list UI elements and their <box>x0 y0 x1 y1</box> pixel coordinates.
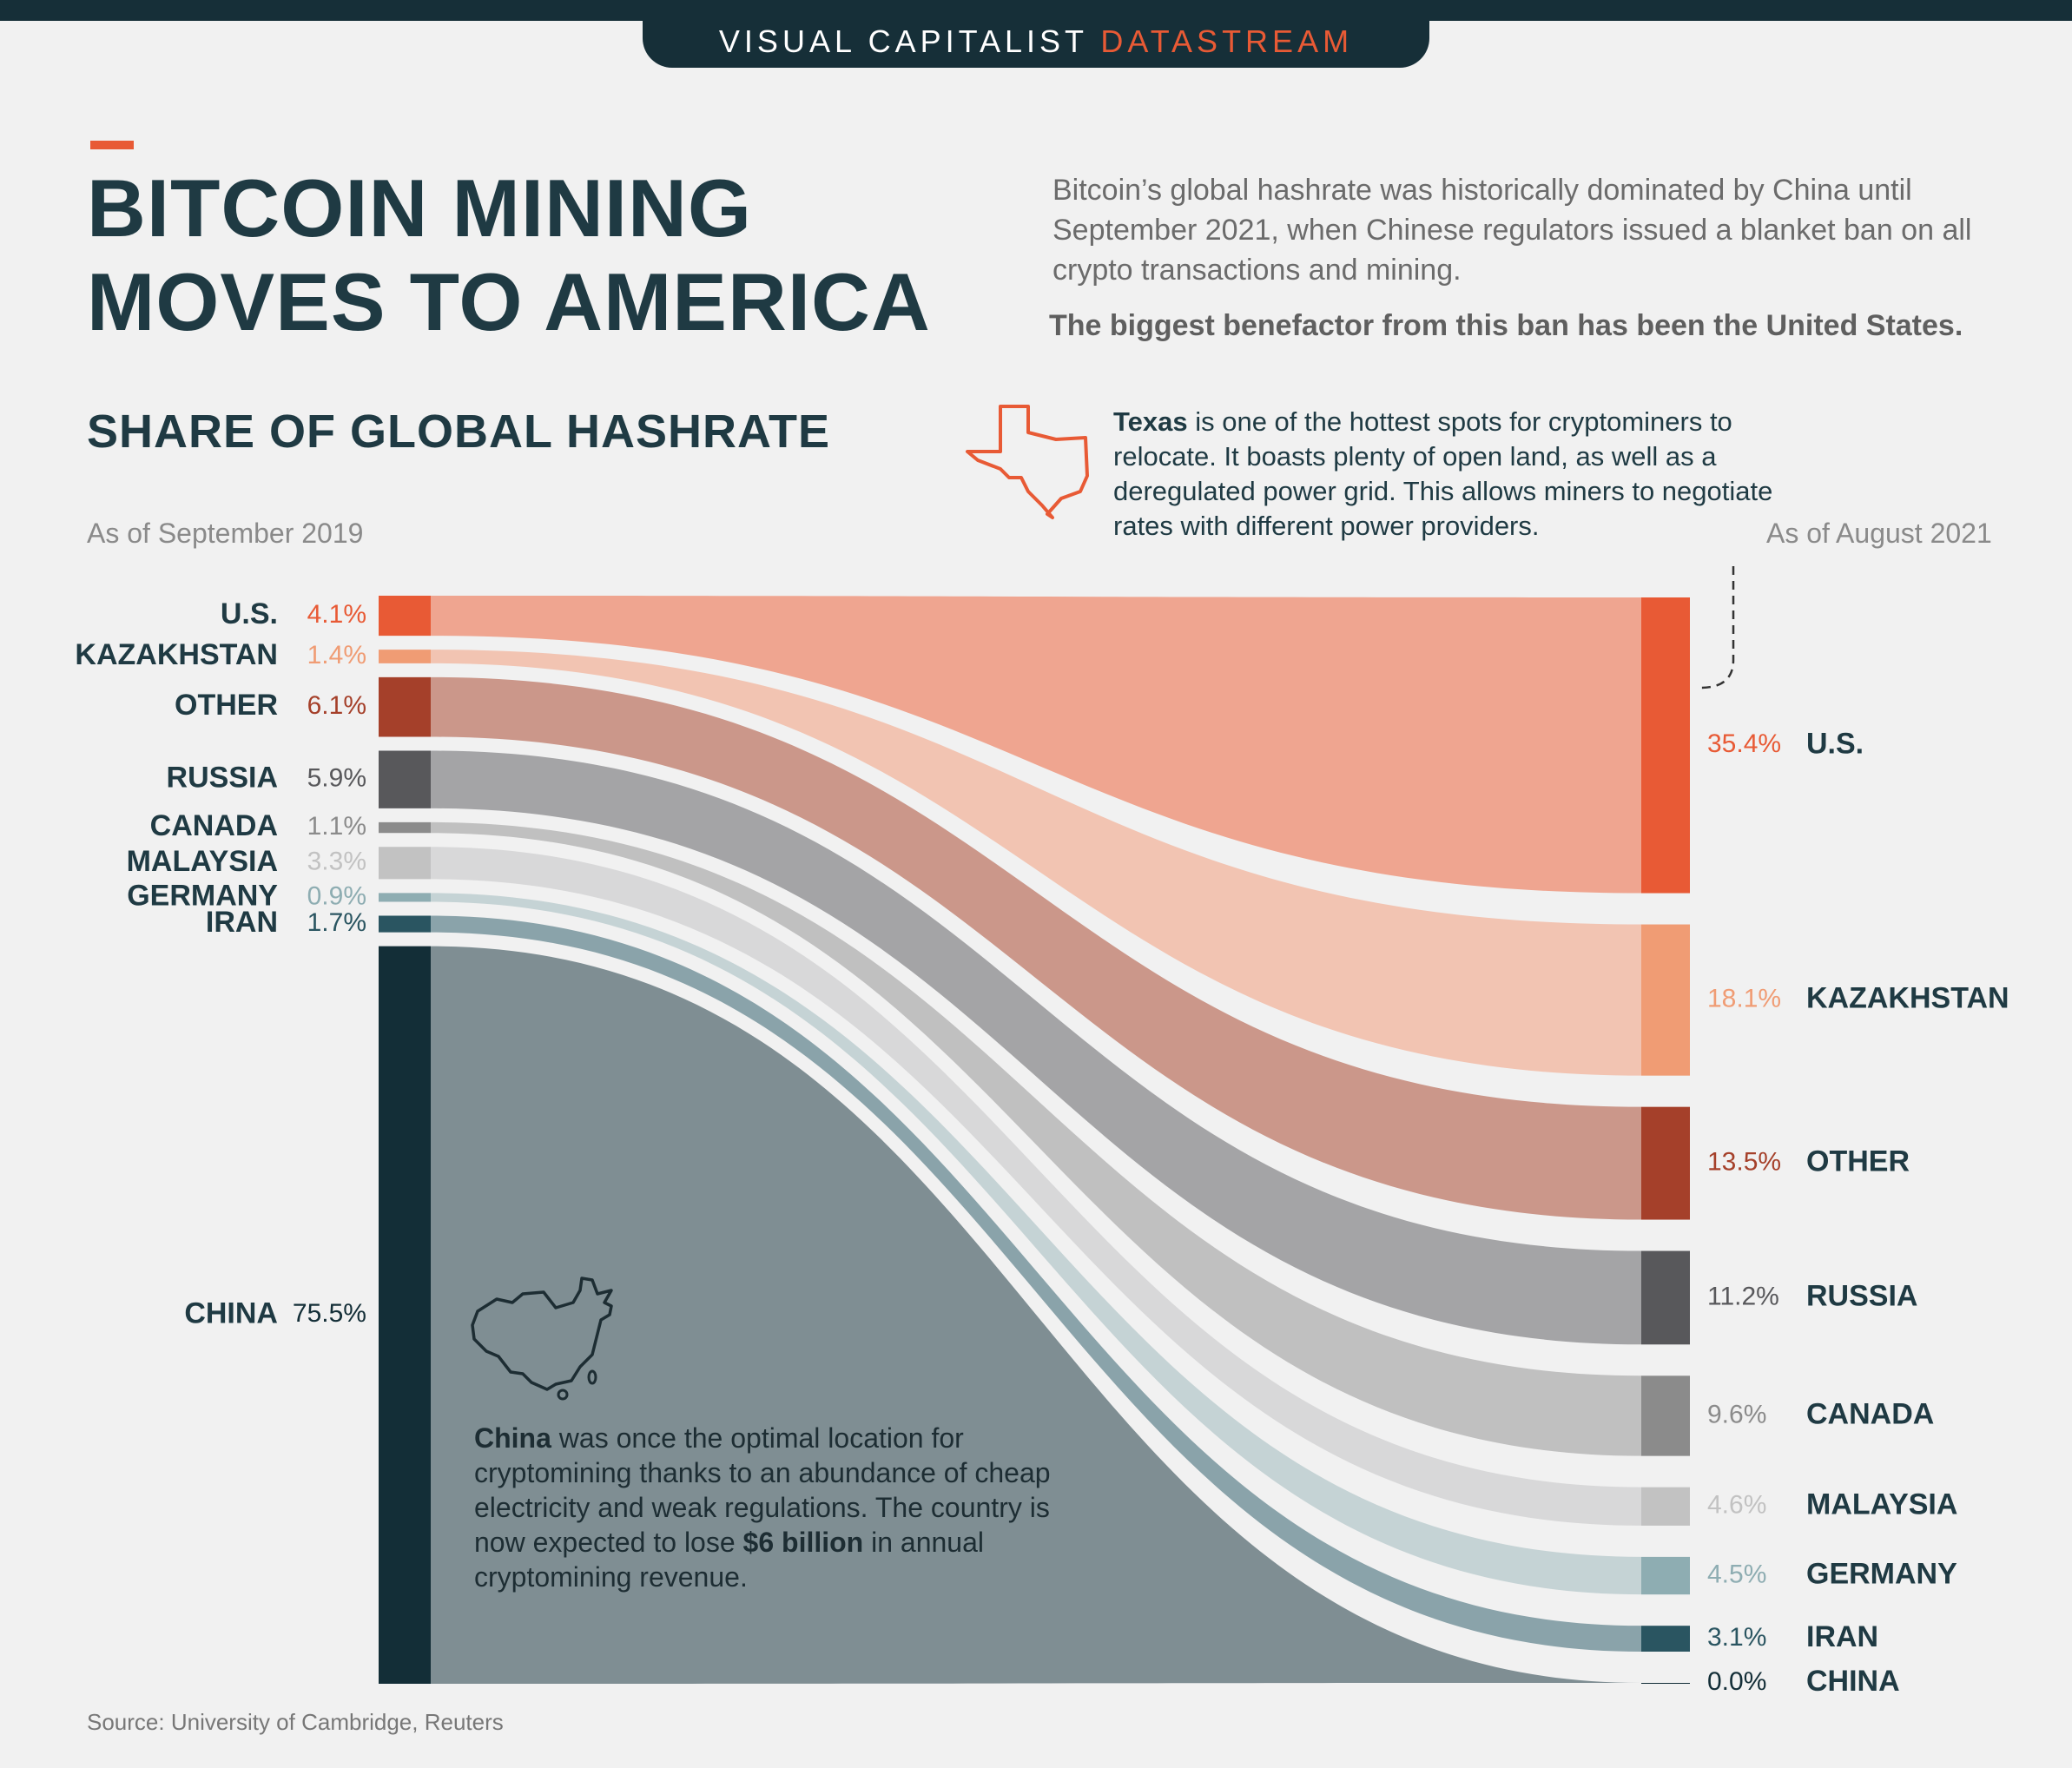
intro-text: Bitcoin’s global hashrate was historical… <box>1052 174 1972 287</box>
left-value-canada: 1.1% <box>307 812 366 841</box>
flow-band-kazakhstan <box>431 650 1641 1076</box>
left-name-china: CHINA <box>184 1296 278 1329</box>
right-name-germany: GERMANY <box>1806 1558 1957 1591</box>
china-annotation-bold: China <box>474 1422 551 1454</box>
intro-bold-text: The biggest benefactor from this ban has… <box>1049 309 1963 342</box>
flow-band-china <box>431 946 1641 1684</box>
right-value-u-s: 35.4% <box>1707 729 1781 758</box>
china-annotation: China was once the optimal location for … <box>474 1421 1082 1594</box>
texas-annotation: Texas is one of the hottest spots for cr… <box>1113 405 1773 544</box>
left-name-canada: CANADA <box>150 809 278 842</box>
left-value-u-s: 4.1% <box>307 600 366 629</box>
right-name-iran: IRAN <box>1806 1620 1878 1653</box>
left-bar-malaysia <box>379 847 431 880</box>
china-annotation-bold-2: $6 billion <box>742 1527 864 1558</box>
right-bar-other <box>1641 1106 1690 1220</box>
brand-tab: VISUAL CAPITALIST DATASTREAM <box>643 0 1429 68</box>
source-note: Source: University of Cambridge, Reuters <box>87 1709 504 1735</box>
left-bar-kazakhstan <box>379 650 431 663</box>
china-outline-icon <box>471 1277 613 1391</box>
flow-band-malaysia <box>431 847 1641 1526</box>
right-bar-malaysia <box>1641 1487 1690 1526</box>
flow-band-other <box>431 676 1641 1220</box>
left-bar-canada <box>379 821 431 834</box>
right-name-russia: RUSSIA <box>1806 1279 1917 1312</box>
chart-title: SHARE OF GLOBAL HASHRATE <box>87 406 831 458</box>
left-date-label: As of September 2019 <box>87 518 364 549</box>
texas-annotation-text: is one of the hottest spots for cryptomi… <box>1113 406 1773 541</box>
brand-accent: DATASTREAM <box>1100 23 1354 59</box>
title-line-1: BITCOIN MINING <box>87 162 752 254</box>
node-labels: U.S. 4.1% 35.4% U.S. KAZAKHSTAN 1.4% 18.1% KAZA… <box>75 597 2009 1698</box>
title-line-2: MOVES TO AMERICA <box>87 256 931 347</box>
right-date-label: As of August 2021 <box>1766 518 1992 549</box>
left-name-iran: IRAN <box>206 906 278 939</box>
flow-band-russia <box>431 750 1641 1345</box>
page-title: BITCOIN MINING MOVES TO AMERICA <box>87 162 931 349</box>
left-value-iran: 1.7% <box>307 908 366 937</box>
left-value-germany: 0.9% <box>307 881 366 910</box>
texas-annotation-bold: Texas <box>1113 406 1188 437</box>
left-bar-u-s <box>379 596 431 637</box>
flow-band-germany <box>431 893 1641 1595</box>
left-name-kazakhstan: KAZAKHSTAN <box>75 638 278 671</box>
left-value-malaysia: 3.3% <box>307 848 366 876</box>
flow-band-u-s <box>431 596 1641 894</box>
china-annotation-text-2: in annual cryptomining revenue. <box>474 1527 984 1593</box>
right-value-kazakhstan: 18.1% <box>1707 985 1781 1013</box>
flow-band-iran <box>431 915 1641 1652</box>
left-value-other: 6.1% <box>307 691 366 720</box>
right-name-kazakhstan: KAZAKHSTAN <box>1806 982 2009 1015</box>
right-bar-russia <box>1641 1250 1690 1345</box>
left-value-china: 75.5% <box>293 1299 366 1328</box>
flow-band-canada <box>431 821 1641 1456</box>
right-value-other: 13.5% <box>1707 1148 1781 1177</box>
right-bar-kazakhstan <box>1641 924 1690 1076</box>
right-bar-canada <box>1641 1375 1690 1456</box>
china-annotation-text-1: was once the optimal location for crypto… <box>474 1422 1051 1558</box>
left-bar-germany <box>379 893 431 902</box>
right-value-china: 0.0% <box>1707 1667 1766 1696</box>
right-value-malaysia: 4.6% <box>1707 1491 1766 1520</box>
left-bar-iran <box>379 915 431 933</box>
texas-outline-icon <box>966 405 1089 519</box>
right-bar-germany <box>1641 1556 1690 1595</box>
right-bar-iran <box>1641 1626 1690 1652</box>
right-value-russia: 11.2% <box>1707 1282 1779 1310</box>
right-name-china: CHINA <box>1806 1665 1900 1698</box>
right-bar-china <box>1641 1683 1690 1684</box>
flow-bands <box>431 596 1641 1684</box>
left-name-russia: RUSSIA <box>167 762 278 795</box>
left-name-malaysia: MALAYSIA <box>127 845 278 878</box>
taiwan-outline-icon <box>587 1369 597 1385</box>
left-name-other: OTHER <box>175 689 278 722</box>
brand-name: VISUAL CAPITALIST <box>718 23 1088 59</box>
left-value-russia: 5.9% <box>307 764 366 793</box>
left-name-germany: GERMANY <box>127 879 278 912</box>
left-bar-china <box>379 946 431 1684</box>
right-name-malaysia: MALAYSIA <box>1806 1488 1957 1521</box>
left-value-kazakhstan: 1.4% <box>307 641 366 670</box>
right-value-iran: 3.1% <box>1707 1623 1766 1652</box>
right-value-germany: 4.5% <box>1707 1560 1766 1588</box>
left-bar-other <box>379 676 431 737</box>
left-name-u-s: U.S. <box>221 597 278 630</box>
title-accent-dash <box>90 141 134 149</box>
hainan-outline-icon <box>557 1389 569 1401</box>
node-bars <box>379 596 1690 1684</box>
right-value-canada: 9.6% <box>1707 1400 1766 1428</box>
right-name-canada: CANADA <box>1806 1397 1934 1430</box>
right-bar-u-s <box>1641 597 1690 894</box>
right-name-u-s: U.S. <box>1806 727 1864 760</box>
left-bar-russia <box>379 750 431 808</box>
right-name-other: OTHER <box>1806 1145 1910 1178</box>
texas-connector <box>1699 566 1735 689</box>
